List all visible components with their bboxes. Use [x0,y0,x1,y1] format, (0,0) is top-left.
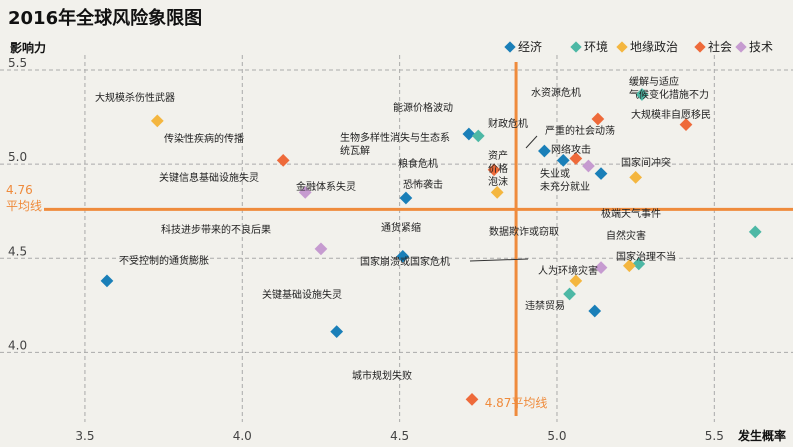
point-label: 数据欺诈或窃取 [489,225,559,238]
data-point [490,186,504,199]
point-label: 不受控制的通货膨胀 [119,254,209,267]
x-average-label: 4.87平均线 [485,396,548,410]
data-point [563,287,576,301]
point-label: 缓解与适应气候变化措施不力 [629,75,709,101]
x-tick-label: 3.5 [75,429,94,443]
point-label: 粮食危机 [398,157,438,170]
average-lines: 4.87平均线 4.76 平均线 [6,62,793,416]
data-point [399,191,413,205]
point-label: 财政危机 [488,117,528,130]
x-tick-label: 5.5 [705,429,724,443]
data-point [588,304,602,318]
gridlines [0,55,793,422]
legend-marker [570,41,582,53]
legend-marker [735,41,747,53]
point-labels: 大规模杀伤性武器传染性疾病的传播关键信息基础设施失灵科技进步带来的不良后果不受控… [95,75,711,382]
legend-label: 经济 [518,39,542,54]
data-point [276,154,290,167]
point-label: 严重的社会动荡 [545,124,615,137]
point-label: 极端天气事件 [601,207,661,220]
legend-label: 技术 [749,40,773,54]
data-point [471,129,485,143]
data-point [330,325,344,339]
data-point [594,167,608,180]
y-tick-label: 5.5 [8,56,27,70]
x-tick-label: 4.5 [390,429,409,443]
legend-marker [504,41,516,53]
data-point [591,112,605,126]
point-label: 水资源危机 [531,86,581,99]
leader-lines [469,135,538,262]
point-label: 国家间冲突 [621,156,671,169]
point-label: 城市规划失败 [352,369,412,382]
point-label: 科技进步带来的不良后果 [161,223,271,236]
y-tick-label: 5.0 [8,150,27,164]
point-label: 能源价格波动 [393,101,453,114]
y-tick-label: 4.5 [8,244,27,258]
leader-line [525,135,538,149]
data-point [462,127,476,141]
data-point [748,225,762,239]
point-label: 金融体系失灵 [296,180,356,193]
point-label: 国家崩溃或国家危机 [360,255,450,268]
axis-ticks: 5.5 5.0 4.5 4.0 3.5 4.0 4.5 5.0 5.5 [8,56,724,443]
data-point [298,186,312,199]
data-point [465,393,479,406]
point-label: 通货紧缩 [381,221,421,234]
legend-label: 地缘政治 [630,40,678,54]
data-point [487,163,501,177]
point-label: 国家治理不当 [616,250,676,263]
legend-label: 社会 [708,39,732,54]
data-point [629,170,643,184]
point-label: 大规模非自愿移民 [631,108,711,121]
data-point [314,242,328,256]
point-label: 自然灾害 [606,229,646,242]
y-axis-title: 影响力 [10,40,46,55]
data-point [538,144,551,158]
data-point [396,250,410,263]
point-label: 关键基础设施失灵 [262,288,342,301]
point-label: 失业或未充分就业 [540,167,590,193]
legend-marker [694,41,706,53]
point-label: 关键信息基础设施失灵 [159,171,259,184]
y-average-value: 4.76 [6,183,33,197]
legend-marker [616,41,628,53]
x-tick-label: 5.0 [547,429,566,443]
x-axis-title: 发生概率 [737,428,786,443]
legend-label: 环境 [584,39,608,54]
point-label: 网络攻击 [551,143,591,156]
chart-title: 2016年全球风险象限图 [8,7,202,29]
point-label: 人为环境灾害 [538,264,598,277]
data-point [150,114,164,128]
y-tick-label: 4.0 [8,338,27,352]
point-label: 生物多样性消失与生态系统瓦解 [340,131,450,157]
point-label: 资产价格泡沫 [488,149,508,188]
data-point [100,274,114,288]
data-point [582,159,595,173]
point-label: 传染性疾病的传播 [164,132,244,145]
point-label: 违禁贸易 [525,300,565,312]
x-tick-label: 4.0 [233,429,252,443]
y-average-label: 平均线 [6,199,42,213]
point-label: 恐怖袭击 [403,178,443,191]
point-label: 大规模杀伤性武器 [95,91,175,104]
legend: 经济 环境 地缘政治 社会 技术 [504,39,773,54]
leader-line [469,258,529,262]
